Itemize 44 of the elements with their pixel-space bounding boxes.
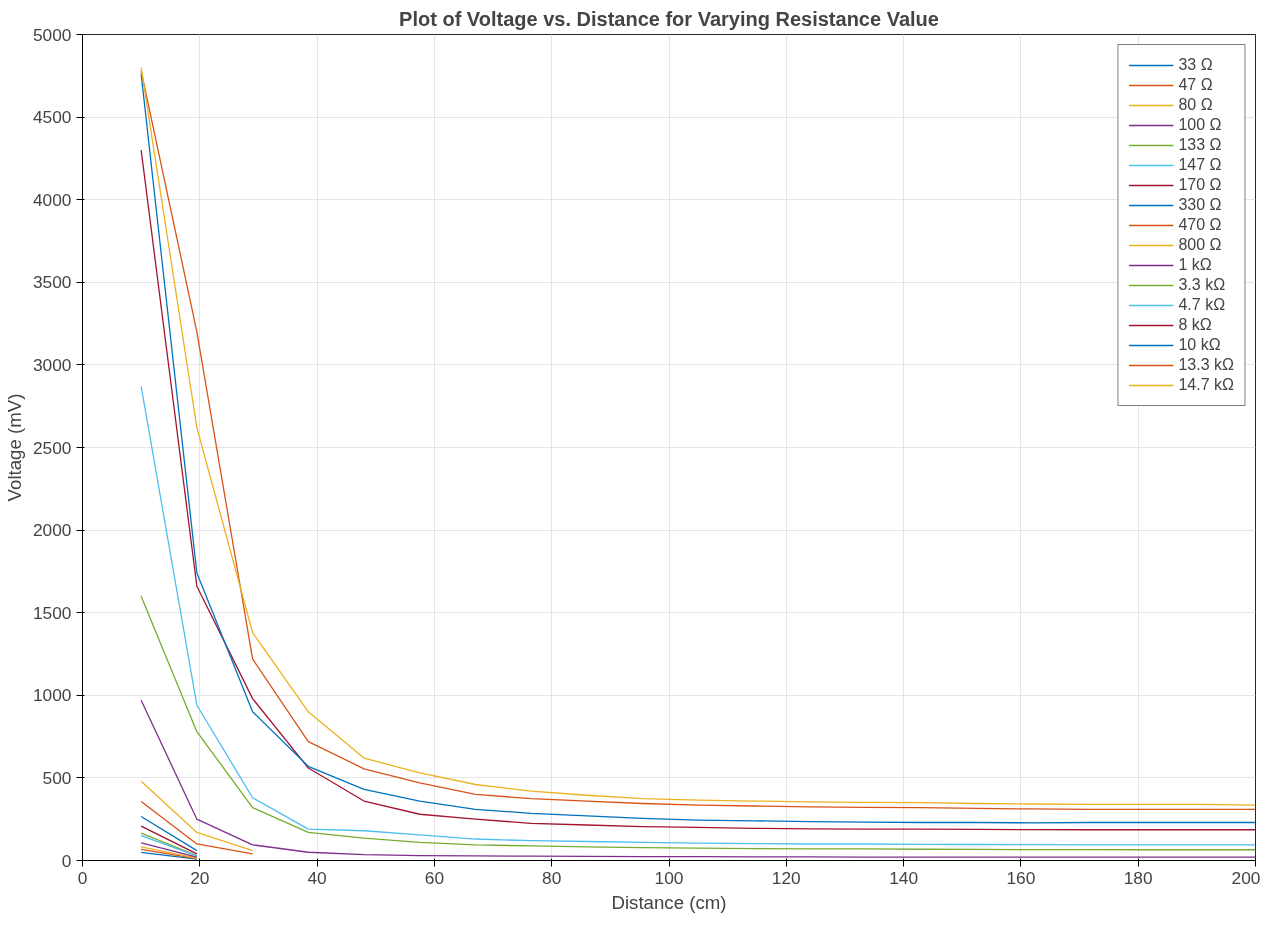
legend-label: 10 kΩ [1178, 336, 1221, 354]
x-tick-label: 40 [307, 867, 327, 888]
x-axis-title: Distance (cm) [611, 891, 727, 913]
y-axis-title: Voltage (mV) [3, 393, 25, 502]
legend-label: 170 Ω [1178, 176, 1222, 194]
y-tick-label: 3000 [32, 354, 72, 375]
x-tick-label: 160 [1006, 867, 1036, 888]
legend-label: 13.3 kΩ [1178, 356, 1234, 374]
x-tick-label: 140 [889, 867, 919, 888]
legend-label: 470 Ω [1178, 216, 1222, 234]
y-tick-label: 1000 [32, 685, 72, 706]
legend-label: 100 Ω [1178, 116, 1222, 134]
legend-label: 80 Ω [1178, 96, 1213, 114]
legend-label: 3.3 kΩ [1178, 276, 1226, 294]
x-tick-label: 20 [190, 867, 210, 888]
x-tick-label: 0 [77, 867, 88, 888]
x-tick-label: 200 [1231, 867, 1261, 888]
legend-label: 4.7 kΩ [1178, 296, 1226, 314]
y-tick-label: 4500 [32, 107, 72, 128]
y-tick-label: 5000 [32, 24, 72, 45]
line-series [140, 595, 1256, 851]
y-tick-label: 4000 [32, 189, 72, 210]
chart-title: Plot of Voltage vs. Distance for Varying Resistance Value [399, 7, 939, 30]
y-tick-label: 500 [42, 767, 72, 788]
x-tick-label: 100 [654, 867, 684, 888]
legend-label: 1 kΩ [1178, 256, 1212, 274]
legend-label: 33 Ω [1178, 56, 1213, 74]
y-tick-label: 2500 [32, 437, 72, 458]
legend-label: 133 Ω [1178, 136, 1222, 154]
x-tick-label: 80 [542, 867, 562, 888]
line-series [140, 699, 1256, 858]
legend-label: 330 Ω [1178, 196, 1222, 214]
legend-label: 47 Ω [1178, 76, 1213, 94]
y-tick-label: 1500 [32, 602, 72, 623]
legend-label: 147 Ω [1178, 156, 1222, 174]
y-tick-label: 2000 [32, 520, 72, 541]
legend-label: 800 Ω [1178, 236, 1222, 254]
legend-label: 14.7 kΩ [1178, 376, 1234, 394]
x-tick-label: 120 [771, 867, 801, 888]
legend-label: 8 kΩ [1178, 316, 1212, 334]
x-tick-label: 180 [1123, 867, 1153, 888]
y-tick-label: 0 [61, 850, 72, 871]
x-tick-label: 60 [424, 867, 445, 888]
y-tick-label: 3500 [32, 272, 72, 293]
